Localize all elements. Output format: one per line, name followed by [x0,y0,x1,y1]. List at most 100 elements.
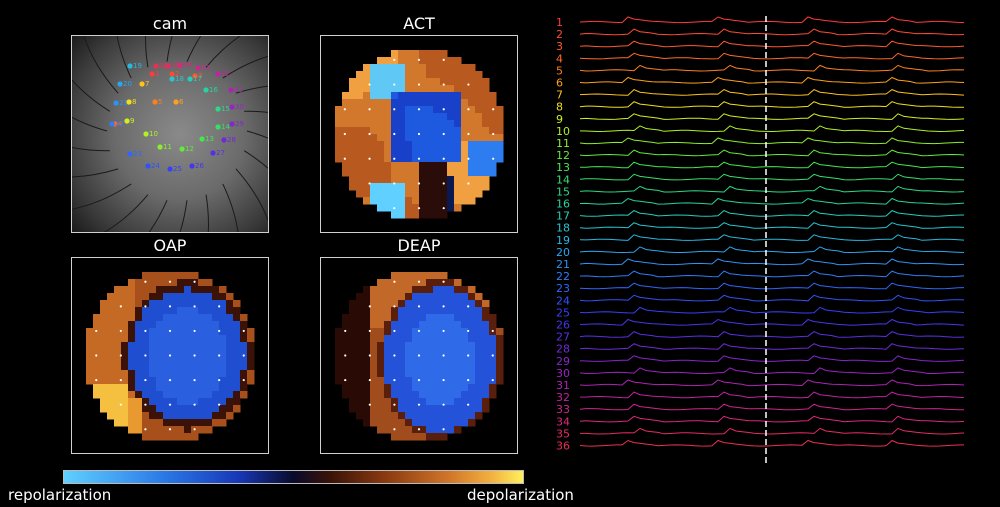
heatmap-cell [426,363,434,371]
heatmap-cell [198,384,206,392]
heatmap-cell [198,370,206,378]
heatmap-cell [212,349,220,357]
heatmap-cell [349,99,357,107]
electrode-dot [492,108,495,111]
heatmap-cell [433,398,441,406]
electrode-dot [193,305,196,308]
heatmap-cell [489,314,497,322]
heatmap-cell [496,342,504,350]
heatmap-cell [461,307,469,315]
heatmap-cell [100,307,108,315]
heatmap-cell [370,286,378,294]
heatmap-cell [184,328,192,336]
heatmap-cell [461,300,469,308]
heatmap-cell [447,314,455,322]
heatmap-cell [212,307,220,315]
channel-label: 6 [556,77,563,90]
heatmap-cell [377,85,385,93]
heatmap-cell [454,370,462,378]
electrode-dot [344,329,347,333]
heatmap-cell [426,148,434,156]
heatmap-cell [398,426,406,434]
heatmap-cell [142,286,150,294]
heatmap-cell [205,321,213,329]
heatmap-cell [342,356,350,364]
cam-marker-dot [143,131,149,137]
heatmap-cell [454,349,462,357]
heatmap-cell [433,314,441,322]
heatmap-cell [363,349,371,357]
heatmap-cell [247,342,255,350]
channel-label: 35 [556,427,570,440]
cam-marker-label: 1 [155,70,159,78]
heatmap-cell [356,71,364,79]
heatmap-cell [454,134,462,142]
heatmap-cell [468,293,476,301]
heatmap-cell [482,405,490,413]
heatmap-cell [184,405,192,413]
heatmap-cell [121,286,129,294]
heatmap-cell [363,64,371,72]
heatmap-cell [356,141,364,149]
heatmap-cell [191,321,199,329]
heatmap-cell [461,155,469,163]
heatmap-cell [391,197,399,205]
heatmap-cell [212,314,220,322]
trace-line [579,113,965,120]
channel-label: 30 [556,367,570,380]
channel-label: 33 [556,403,570,416]
heatmap-cell [356,314,364,322]
heatmap-cell [405,204,413,212]
heatmap-cell [391,71,399,79]
heatmap-cell [121,412,129,420]
heatmap-cell [447,286,455,294]
fiber-line [235,168,268,222]
fiber-line [205,36,241,68]
heatmap-cell [349,78,357,86]
electrode-dot [393,329,396,333]
heatmap-cell [398,211,406,219]
channel-label: 22 [556,270,570,283]
heatmap-cell [156,307,164,315]
heatmap-cell [384,307,392,315]
heatmap-cell [440,134,448,142]
heatmap-cell [440,433,448,441]
heatmap-cell [233,335,241,343]
heatmap-cell [142,391,150,399]
heatmap-cell [482,384,490,392]
heatmap-cell [426,183,434,191]
heatmap-cell [447,398,455,406]
heatmap-cell [426,293,434,301]
heatmap-cell [496,113,504,121]
heatmap-cell [335,328,343,336]
heatmap-cell [475,363,483,371]
heatmap-cell [405,293,413,301]
heatmap-cell [433,384,441,392]
cam-marker-dot [199,136,205,142]
electrode-dot [344,354,347,357]
channel-label: 3 [556,40,563,53]
cam-marker-dot [215,71,221,77]
heatmap-cell [447,328,455,336]
electrode-dot [393,403,396,406]
heatmap-cell [384,162,392,170]
heatmap-cell [384,398,392,406]
heatmap-cell [377,279,385,287]
heatmap-cell [412,78,420,86]
heatmap-cell [405,106,413,114]
heatmap-cell [412,300,420,308]
heatmap-cell [205,398,213,406]
heatmap-cell [349,113,357,121]
heatmap-cell [454,162,462,170]
heatmap-cell [391,412,399,420]
heatmap-cell [135,328,143,336]
heatmap-cell [454,405,462,413]
heatmap-cell [426,106,434,114]
heatmap-cell [440,314,448,322]
heatmap-cell [247,370,255,378]
cam-marker-dot [127,151,133,157]
electrode-dot [417,58,421,61]
heatmap-cell [377,134,385,142]
heatmap-cell [454,204,462,212]
heatmap-cell [342,321,350,329]
